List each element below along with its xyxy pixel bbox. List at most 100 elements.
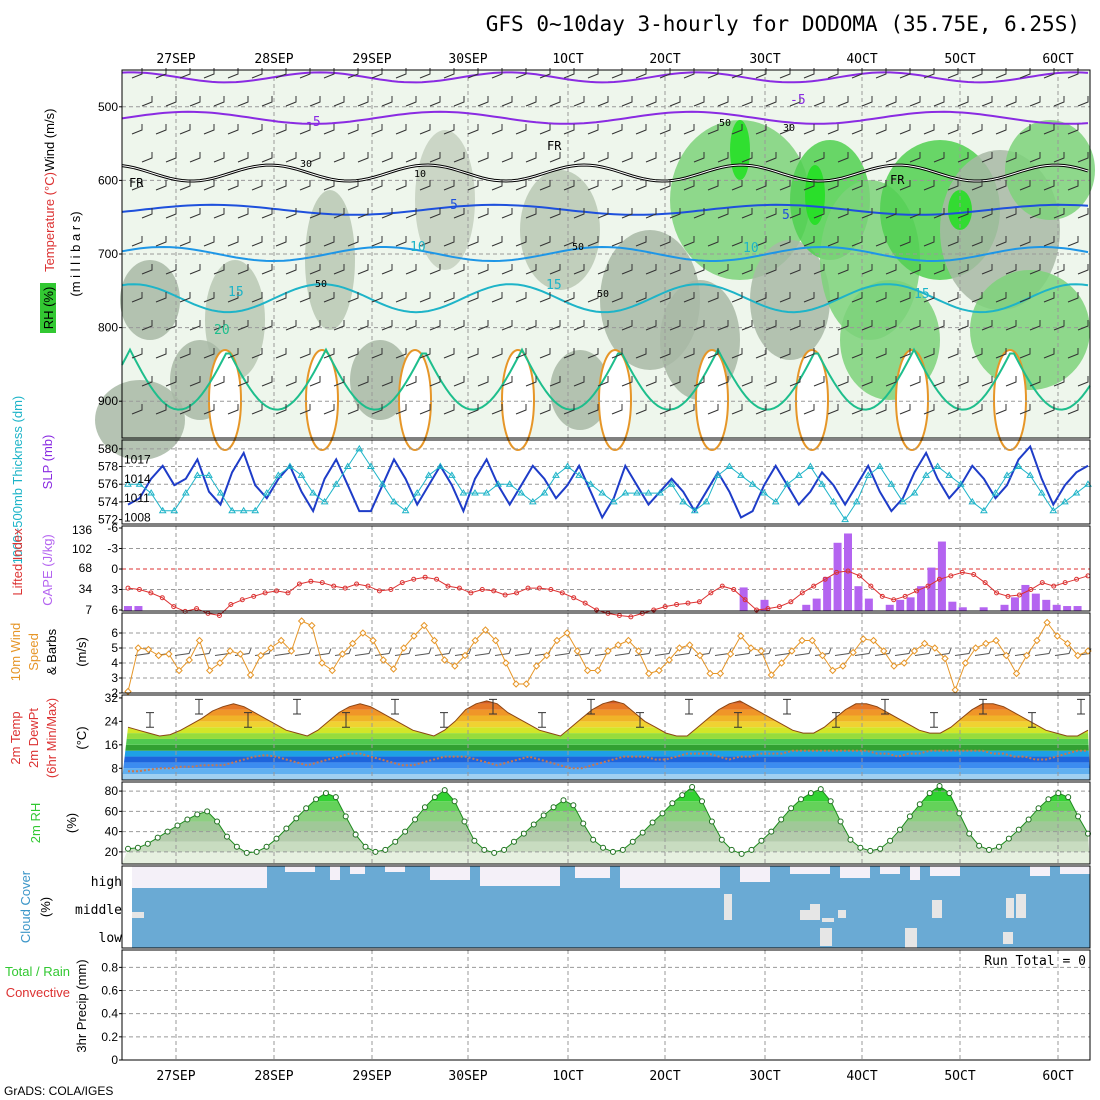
wind-barb	[621, 320, 633, 331]
date-label: 3OCT	[749, 1069, 780, 1084]
wind-barb	[189, 376, 201, 387]
wind-speed-point	[451, 662, 459, 670]
warm-core	[598, 349, 632, 451]
wind-barb	[419, 404, 431, 415]
surface-barb	[974, 648, 992, 656]
date-label: 6OCT	[1042, 1069, 1073, 1084]
wind-speed-point	[216, 659, 224, 667]
wind-speed-point	[849, 648, 857, 657]
cloud-clear-middle	[1006, 898, 1014, 918]
wind-speed-point	[1033, 636, 1041, 645]
wind-speed-point	[389, 665, 398, 673]
wind-barb	[155, 404, 167, 415]
li-point	[845, 568, 851, 574]
rh-point	[481, 846, 488, 853]
wind-barb	[501, 152, 513, 163]
wind-speed-point	[614, 641, 622, 649]
surface-barb	[734, 648, 752, 656]
wind-barb	[1043, 348, 1055, 359]
wind-barb	[515, 124, 527, 135]
wind-barb	[611, 404, 623, 415]
wind-barb	[357, 208, 369, 219]
cloud-frame	[121, 865, 1091, 949]
thickness-point	[771, 497, 780, 505]
wind-barb	[693, 264, 705, 275]
thickness-point	[1014, 462, 1023, 470]
wind-barb	[885, 264, 897, 275]
thickness-point	[552, 471, 560, 478]
wind-barb	[131, 292, 143, 303]
wind-barb	[923, 404, 935, 415]
wind-speed-point	[645, 669, 653, 678]
rh-point	[916, 801, 923, 808]
upper-air-panel: 500 600 700 800 900 -5 -5 5 5 10 10 15 15 15…	[95, 68, 1095, 460]
rh-point	[877, 845, 884, 852]
li-point	[696, 599, 702, 605]
li-point	[342, 585, 348, 591]
wind-barb	[1077, 208, 1089, 219]
wind-barb	[539, 124, 551, 135]
cape-bar	[906, 597, 915, 611]
wind-barb	[717, 96, 729, 107]
thickness-point	[968, 497, 977, 505]
rh-point	[718, 836, 725, 843]
wind-barb	[347, 180, 359, 191]
wind-barb	[899, 124, 911, 135]
wind-speed-point	[900, 659, 908, 667]
wind-barb	[741, 152, 753, 163]
rh-point	[125, 845, 131, 852]
wind-barb	[405, 152, 417, 163]
wind-barb	[1067, 404, 1079, 415]
rh-point	[748, 846, 755, 853]
wind-barb	[1067, 292, 1079, 303]
wind-barb	[347, 124, 359, 135]
thickness-point	[158, 506, 167, 514]
rh-point	[629, 838, 636, 845]
wind-barb	[141, 376, 153, 387]
cape-bar	[844, 533, 852, 611]
wind-barb	[971, 348, 983, 359]
wind-barb	[933, 96, 945, 107]
li-point	[651, 607, 657, 613]
wind-barb	[611, 292, 623, 303]
temp-band	[122, 762, 1090, 769]
wind-barb	[285, 320, 297, 331]
cloud-cover-panel: high middle low Cloud Cover (%)	[18, 865, 1091, 949]
rh-point	[530, 821, 537, 828]
rh-point	[807, 790, 814, 797]
wind-barb	[789, 96, 801, 107]
rh-point	[392, 838, 399, 845]
wind-barb	[275, 348, 287, 359]
cloud-fill	[132, 866, 1090, 948]
thickness-point	[1037, 489, 1046, 496]
warm-core	[501, 349, 535, 451]
wind-barb	[189, 264, 201, 275]
wind-barb	[789, 264, 801, 275]
wind-barb	[309, 96, 321, 107]
wind-barb	[1005, 264, 1017, 275]
wind-barb	[419, 124, 431, 135]
tick-label: 8	[111, 761, 118, 775]
wind-barb	[213, 320, 225, 331]
ylabel-2m-temp: 2m Temp	[8, 711, 23, 764]
wind-barb	[1005, 96, 1017, 107]
wind-barb	[813, 152, 825, 163]
wind-barb	[237, 320, 249, 331]
wind-barb	[947, 292, 959, 303]
wind-barb	[131, 180, 143, 191]
wind-barb	[275, 180, 287, 191]
tick-label: 600	[98, 173, 118, 187]
wind-barb	[789, 320, 801, 331]
wind-barb	[251, 292, 263, 303]
ylabel-lifted-index: Lifted Index	[10, 528, 25, 596]
rh-blob	[205, 260, 265, 380]
date-label: 1OCT	[552, 52, 583, 67]
cloud-clear-high	[1060, 866, 1090, 874]
wind-barb	[1019, 180, 1031, 191]
temp-band-group	[122, 700, 1090, 780]
wind-speed-point	[185, 656, 193, 664]
temp-band	[122, 756, 1090, 763]
li-point	[365, 583, 371, 589]
rh-point	[580, 820, 587, 827]
wind-barb	[213, 96, 225, 107]
